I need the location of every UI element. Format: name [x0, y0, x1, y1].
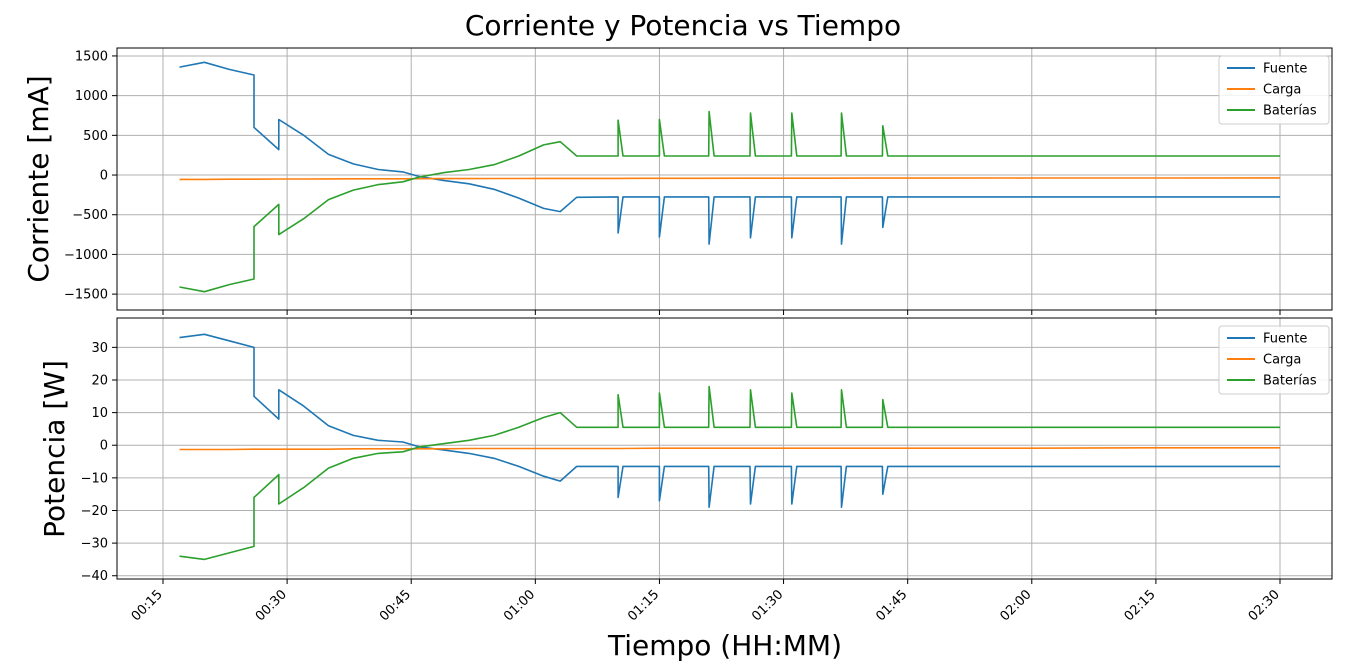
current-series-lines — [179, 61, 1281, 293]
legend-label: Carga — [1263, 353, 1301, 368]
y-tick-label: 0 — [100, 439, 108, 454]
y-tick-label: 10 — [91, 406, 108, 421]
power-series-lines — [179, 333, 1280, 561]
y-tick-label: 1500 — [75, 49, 108, 64]
power-legend: Fuente Carga Baterías — [1218, 325, 1330, 395]
legend-label: Fuente — [1263, 332, 1307, 347]
y-tick-label: −20 — [81, 504, 108, 519]
series-line-fuente — [179, 333, 1280, 508]
y-tick-label: 1000 — [75, 89, 108, 104]
current-y-ticks: −1500 −1000 −500 0 500 1000 1500 — [64, 49, 1281, 315]
legend-label: Carga — [1263, 83, 1301, 98]
current-chart-panel: −1500 −1000 −500 0 500 1000 1500 Corriente [mA… — [22, 47, 1333, 315]
legend-box — [1218, 325, 1330, 395]
series-line-bateras — [179, 385, 1280, 561]
y-tick-label: 30 — [91, 341, 108, 356]
y-tick-label: −40 — [81, 569, 108, 584]
y-tick-label: −10 — [81, 471, 108, 486]
chart-title: Corriente y Potencia vs Tiempo — [465, 9, 901, 42]
x-axis-label: Tiempo (HH:MM) — [607, 629, 842, 662]
legend-label: Fuente — [1263, 62, 1307, 77]
legend-label: Baterías — [1263, 374, 1317, 389]
legend-label: Baterías — [1263, 104, 1317, 119]
current-grid — [117, 48, 1332, 310]
current-legend: Fuente Carga Baterías — [1218, 55, 1330, 125]
y-tick-label: 500 — [83, 129, 108, 144]
current-y-axis-label: Corriente [mA] — [22, 75, 55, 282]
series-line-carga — [179, 447, 1280, 451]
y-tick-label: −30 — [81, 537, 108, 552]
legend-box — [1218, 55, 1330, 125]
y-tick-label: −1000 — [64, 248, 108, 263]
series-line-bateras — [179, 110, 1280, 293]
power-y-ticks: −40 −30 −20 −10 0 10 20 30 — [81, 341, 1281, 584]
series-line-carga — [179, 177, 1281, 181]
current-plot-frame — [116, 47, 1333, 311]
power-y-axis-label: Potencia [W] — [38, 360, 71, 538]
y-tick-label: −500 — [72, 208, 108, 223]
power-plot-frame — [116, 317, 1333, 580]
y-tick-label: 20 — [91, 373, 108, 388]
y-tick-label: −1500 — [64, 288, 108, 303]
y-tick-label: 0 — [100, 169, 108, 184]
series-line-fuente — [179, 61, 1280, 245]
